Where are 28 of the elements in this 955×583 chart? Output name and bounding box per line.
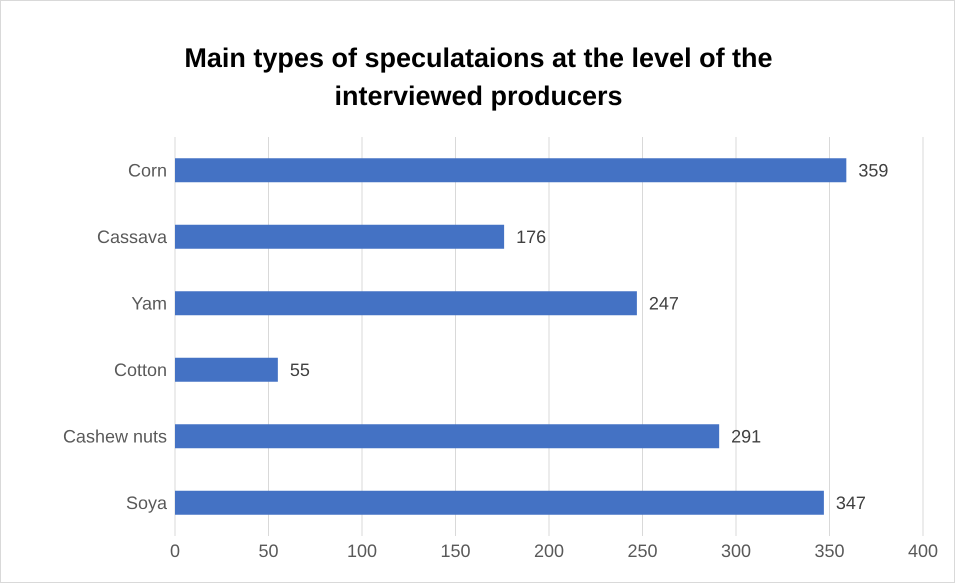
y-tick-label: Yam <box>131 294 167 314</box>
data-label: 291 <box>731 426 762 447</box>
x-tick-label: 0 <box>170 540 180 561</box>
y-tick-label: Cotton <box>114 360 167 380</box>
bar <box>175 158 846 182</box>
bar <box>175 224 504 249</box>
data-label: 55 <box>290 360 310 380</box>
x-tick-label: 300 <box>720 540 752 561</box>
data-label: 176 <box>516 227 546 248</box>
x-tick-label: 400 <box>908 540 938 561</box>
x-tick-label: 250 <box>627 540 658 561</box>
y-tick-label: Corn <box>128 160 167 181</box>
bar <box>175 291 637 316</box>
data-label: 347 <box>836 493 866 514</box>
x-tick-label: 350 <box>814 540 845 561</box>
bar <box>175 424 720 448</box>
data-label: 359 <box>858 160 888 181</box>
y-tick-label: Cashew nuts <box>62 426 167 447</box>
y-tick-label: Soya <box>126 493 168 514</box>
x-tick-label: 200 <box>534 540 564 561</box>
x-tick-label: 50 <box>258 540 279 561</box>
bar <box>175 358 278 382</box>
chart-title: Main types of speculataions at the level of the interviewed producers <box>183 42 774 113</box>
data-label: 247 <box>648 294 679 314</box>
x-tick-label: 100 <box>346 540 378 561</box>
bar <box>175 490 824 515</box>
x-tick-label: 150 <box>440 540 471 561</box>
y-tick-label: Cassava <box>96 227 168 248</box>
